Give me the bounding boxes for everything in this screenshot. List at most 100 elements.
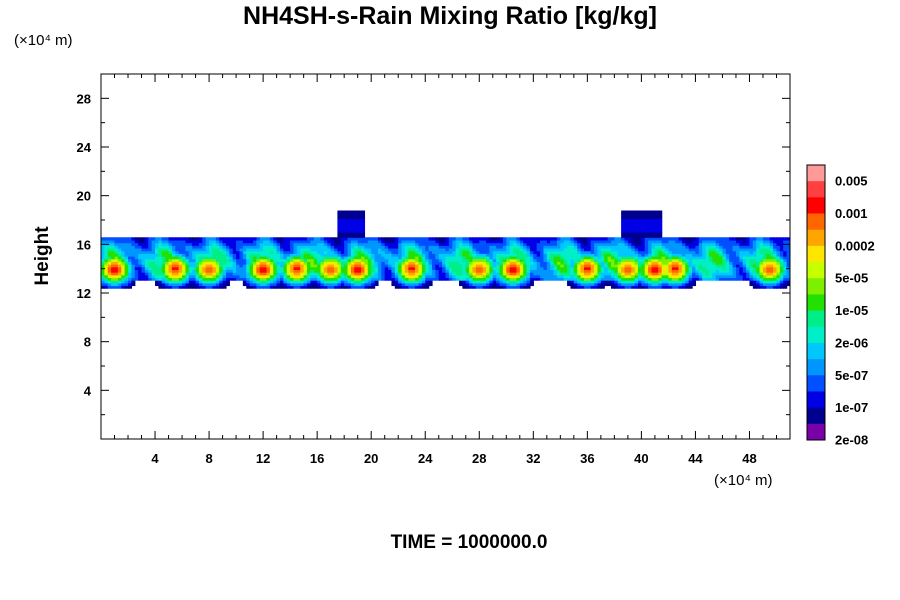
field-cell — [735, 269, 740, 273]
field-cell — [117, 274, 122, 279]
field-cell — [317, 272, 322, 276]
field-cell — [543, 269, 548, 273]
field-cell — [347, 247, 352, 252]
field-cell — [489, 264, 494, 268]
colorbar-swatch — [807, 407, 825, 425]
field-cell — [320, 282, 325, 287]
field-cell — [364, 253, 369, 257]
field-cell — [570, 272, 575, 276]
field-cell — [188, 256, 193, 260]
field-cell — [773, 239, 778, 244]
field-cell — [117, 285, 122, 289]
field-cell — [742, 250, 747, 254]
field-cell — [242, 274, 247, 279]
field-cell — [364, 269, 369, 273]
field-cell — [675, 266, 680, 270]
field-cell — [276, 277, 281, 281]
field-cell — [256, 247, 261, 252]
field-cell — [523, 237, 528, 241]
field-cell — [225, 272, 230, 276]
field-cell — [762, 280, 767, 284]
field-cell — [624, 256, 629, 260]
field-cell — [269, 277, 274, 281]
field-cell — [246, 239, 251, 244]
field-cell — [371, 264, 376, 268]
field-cell — [675, 280, 680, 284]
field-cell — [735, 258, 740, 262]
field-cell — [658, 242, 663, 246]
field-cell — [496, 280, 501, 284]
field-cell — [712, 247, 717, 252]
field-cell — [364, 250, 369, 254]
field-cell — [735, 253, 740, 257]
field-cell — [415, 245, 420, 249]
field-cell — [435, 264, 440, 268]
field-cell — [465, 282, 470, 287]
field-cell — [556, 264, 561, 268]
field-cell — [225, 256, 230, 260]
field-cell — [391, 247, 396, 252]
field-cell — [327, 280, 332, 284]
colorbar-swatch — [807, 245, 825, 263]
field-cell — [286, 282, 291, 287]
field-cell — [394, 264, 399, 268]
field-cell — [459, 282, 463, 287]
field-cell — [776, 250, 781, 254]
field-cell — [611, 272, 615, 276]
field-cell — [347, 229, 352, 233]
field-cell — [242, 237, 247, 241]
field-cell — [371, 280, 376, 284]
field-cell — [111, 266, 116, 270]
field-cell — [499, 253, 504, 257]
field-cell — [334, 272, 339, 276]
field-cell — [155, 239, 160, 244]
field-cell — [401, 264, 406, 268]
field-cell — [725, 253, 730, 257]
field-cell — [614, 242, 619, 246]
field-cell — [205, 285, 210, 289]
field-cell — [462, 247, 467, 252]
field-cell — [648, 229, 653, 233]
field-cell — [209, 242, 214, 246]
field-cell — [479, 250, 484, 254]
field-cell — [175, 269, 180, 273]
field-cell — [756, 253, 761, 257]
field-cell — [337, 234, 342, 238]
field-cell — [671, 239, 676, 244]
field-cell — [492, 237, 497, 241]
field-cell — [286, 247, 291, 252]
field-cell — [134, 261, 139, 265]
field-cell — [219, 256, 224, 260]
field-cell — [236, 269, 241, 273]
field-cell — [523, 282, 528, 287]
field-cell — [752, 285, 757, 289]
field-cell — [161, 239, 166, 244]
field-cell — [215, 280, 220, 284]
field-cell — [712, 264, 717, 268]
field-cell — [729, 250, 734, 254]
field-cell — [276, 250, 281, 254]
field-cell — [225, 258, 230, 262]
field-cell — [526, 280, 531, 284]
field-cell — [719, 264, 724, 268]
field-cell — [705, 261, 710, 265]
field-cell — [101, 256, 105, 260]
field-cell — [337, 221, 342, 225]
field-cell — [361, 280, 366, 284]
field-cell — [678, 250, 683, 254]
field-cell — [384, 256, 389, 260]
field-cell — [219, 277, 224, 281]
field-cell — [337, 245, 342, 249]
field-cell — [502, 258, 507, 262]
field-cell — [144, 250, 149, 254]
field-cell — [391, 245, 396, 249]
field-cell — [296, 274, 301, 279]
field-cell — [455, 250, 460, 254]
field-cell — [658, 258, 663, 262]
field-cell — [445, 253, 450, 257]
field-cell — [641, 245, 646, 249]
field-cell — [600, 253, 605, 257]
field-cell — [452, 264, 457, 268]
field-cell — [523, 285, 528, 289]
field-cell — [222, 245, 227, 249]
